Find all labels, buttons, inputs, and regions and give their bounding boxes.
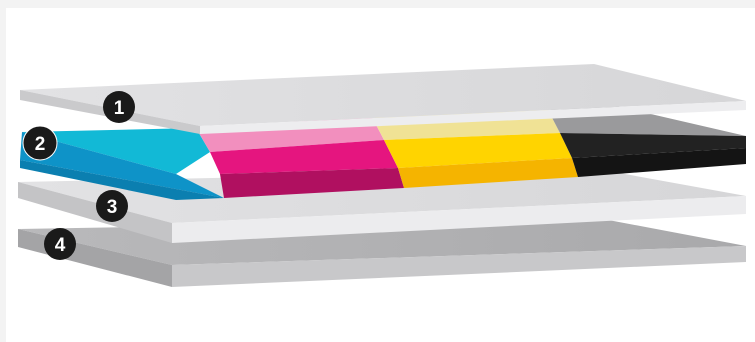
layer-2-badge-number: 2	[35, 134, 46, 155]
layer-1-front-face	[200, 101, 746, 134]
layer-3-badge-number: 3	[107, 197, 118, 218]
layer-4-front-face	[172, 246, 746, 287]
layer-1-top-face	[20, 64, 746, 126]
layer-1-badge-circle	[103, 91, 135, 123]
layer-2-cyan-top	[22, 128, 210, 174]
layer-2-badge: 2	[22, 125, 58, 161]
layer-2-black-front	[560, 133, 746, 158]
layer-2-cyan-shade	[20, 160, 224, 200]
layer-3-badge-circle	[96, 190, 128, 222]
layer-3	[18, 170, 746, 243]
layer-2-yellow-front	[384, 133, 572, 168]
layer-4-badge-number: 4	[55, 235, 66, 256]
layer-3-badge: 3	[96, 190, 128, 222]
layer-2-magenta-shade	[220, 168, 404, 198]
layer-2-yellow-shade	[398, 158, 578, 188]
layer-1-badge-number: 1	[114, 98, 125, 119]
layer-3-front-face	[172, 196, 746, 243]
layer-2-badge-circle	[22, 125, 58, 161]
layer-1-badge: 1	[103, 91, 135, 123]
layer-4-badge: 4	[44, 228, 76, 260]
layer-2-cyan-front	[20, 132, 224, 198]
layer-2-black-shade	[572, 148, 746, 177]
layer-3-top-face	[18, 170, 746, 223]
layer-3-left-face	[18, 182, 172, 243]
layer-4-badge-circle	[44, 228, 76, 260]
layer-2-magenta-front	[210, 140, 398, 174]
